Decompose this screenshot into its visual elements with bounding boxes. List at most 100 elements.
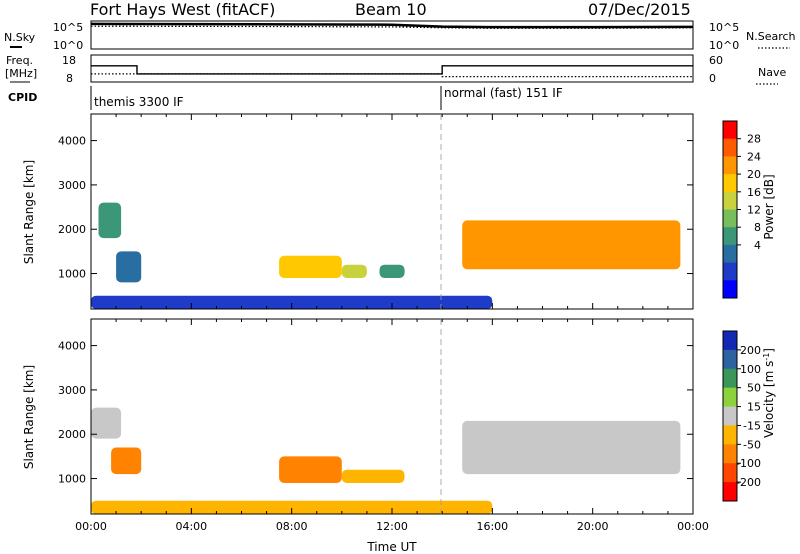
freq-trace — [91, 65, 693, 75]
scatter-region-5 — [462, 220, 681, 270]
station-title: Fort Hays West (fitACF) — [90, 0, 275, 19]
velocity-colorbar: 200 100 50 15 -15 -50 -100 -200 — [722, 330, 761, 502]
y-tick-label: 3000 — [58, 179, 86, 192]
x-tick-label: 08:00 — [276, 520, 308, 533]
y-tick-label: 1000 — [58, 268, 86, 281]
power-ylabel: Slant Range [km] — [22, 160, 36, 264]
colorbar-segment — [723, 138, 737, 157]
colorbar-segment — [723, 406, 737, 426]
noise-tick-bottom-right: 10^0 — [709, 39, 739, 52]
velocity-y-ticks: 1000 2000 3000 4000 — [58, 340, 693, 486]
x-tick-label: 12:00 — [376, 520, 408, 533]
y-tick-label: 1000 — [58, 473, 86, 486]
nave-label: Nave — [758, 66, 786, 79]
cpid-themis: themis 3300 IF — [94, 95, 184, 109]
noise-tick-top-left: 10^5 — [53, 21, 83, 34]
colorbar-tick-label: -50 — [743, 438, 761, 451]
date-label: 07/Dec/2015 — [588, 0, 691, 19]
colorbar-segment — [723, 368, 737, 389]
colorbar-segment — [723, 463, 737, 483]
nave-tick-top: 60 — [709, 54, 723, 67]
nave-tick-bottom: 0 — [709, 72, 716, 85]
colorbar-tick-label: -15 — [743, 419, 761, 432]
colorbar-segment — [723, 444, 737, 464]
power-colorbar: 28 24 20 16 12 8 4 — [722, 120, 761, 299]
nsky-trace — [90, 22, 694, 29]
power-colorbar-label: Power [dB] — [762, 174, 776, 239]
colorbar-tick-label: 8 — [754, 221, 761, 234]
y-tick-label: 4000 — [58, 135, 86, 148]
scatter-region-1 — [111, 447, 142, 475]
colorbar-segment — [723, 425, 737, 445]
x-tick-label: 00:00 — [75, 520, 107, 533]
freq-panel-frame — [90, 54, 694, 83]
velocity-label-main: Velocity [m s — [762, 361, 776, 438]
scatter-region-0 — [91, 407, 122, 439]
noise-traces — [90, 22, 694, 29]
colorbar-segment — [723, 244, 737, 264]
colorbar-segment — [723, 482, 737, 502]
colorbar-segment — [723, 280, 737, 299]
nsearch-label: N.Search — [746, 30, 796, 43]
velocity-label-sup: -1 — [762, 353, 771, 361]
colorbar-tick-label: 200 — [740, 344, 761, 357]
noise-tick-top-right: 10^5 — [709, 21, 739, 34]
freq-label-2: [MHz] — [5, 67, 37, 80]
power-y-ticks: 1000 2000 3000 4000 — [58, 135, 693, 281]
power-panel-frame — [90, 113, 694, 310]
colorbar-tick-label: -100 — [736, 457, 761, 470]
scatter-region-3 — [341, 469, 405, 483]
power-heatmap — [91, 202, 681, 309]
y-tick-label: 4000 — [58, 340, 86, 353]
cpid-label: CPID — [8, 91, 37, 104]
y-tick-label: 3000 — [58, 384, 86, 397]
cpid-normal: normal (fast) 151 IF — [444, 86, 563, 100]
beam-label: Beam 10 — [355, 0, 427, 19]
colorbar-segment — [723, 349, 737, 370]
scatter-region-0 — [98, 202, 122, 239]
freq-traces — [91, 65, 693, 78]
colorbar-tick-label: 15 — [747, 401, 761, 414]
nave-trace — [91, 73, 693, 78]
colorbar-segment — [723, 331, 737, 351]
freq-label-1: Freq. — [6, 54, 33, 67]
nsearch-trace — [90, 25, 694, 29]
noise-tick-bottom-left: 10^0 — [53, 39, 83, 52]
velocity-label-end: ] — [762, 348, 776, 353]
nsky-label: N.Sky — [4, 31, 36, 44]
scatter-region-4 — [379, 264, 405, 278]
freq-tick-bottom: 8 — [66, 72, 73, 85]
colorbar-frame — [722, 330, 738, 502]
scatter-region-2 — [279, 255, 342, 278]
colorbar-segment — [723, 209, 737, 228]
power-x-ticks — [90, 114, 694, 309]
colorbar-tick-label: 20 — [747, 168, 761, 181]
colorbar-tick-label: 50 — [747, 382, 761, 395]
colorbar-tick-label: 16 — [747, 186, 761, 199]
colorbar-segment — [723, 262, 737, 281]
colorbar-tick-label: 28 — [747, 133, 761, 146]
velocity-heatmap — [91, 407, 681, 514]
colorbar-tick-label: -200 — [736, 476, 761, 489]
colorbar-segment — [723, 121, 737, 140]
x-tick-label: 20:00 — [577, 520, 609, 533]
x-tick-label: 00:00 — [677, 520, 709, 533]
scatter-region-1 — [116, 251, 142, 283]
colorbar-segment — [723, 387, 737, 408]
colorbar-segment — [723, 227, 737, 246]
velocity-x-ticks: 00:00 04:00 08:00 12:00 16:00 20:00 00:00 — [75, 319, 709, 533]
noise-panel-frame — [90, 20, 694, 50]
x-tick-label: 16:00 — [476, 520, 508, 533]
velocity-panel-frame — [90, 318, 694, 515]
y-tick-label: 2000 — [58, 428, 86, 441]
colorbar-segment — [723, 191, 737, 210]
scatter-region-4 — [462, 420, 681, 475]
freq-tick-top: 18 — [62, 54, 76, 67]
scatter-region-3 — [341, 264, 367, 278]
colorbar-segment — [723, 174, 737, 193]
scatter-region-2 — [279, 456, 342, 483]
colorbar-tick-label: 12 — [747, 204, 761, 217]
y-tick-label: 2000 — [58, 223, 86, 236]
colorbar-tick-label: 4 — [754, 239, 761, 252]
